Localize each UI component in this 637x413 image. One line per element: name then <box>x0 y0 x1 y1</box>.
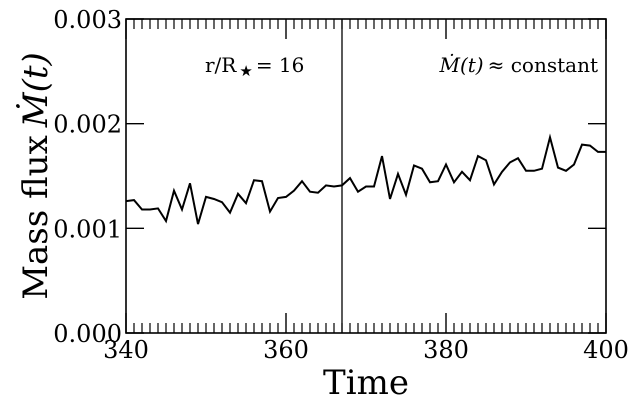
annotation-radius-label: r/R <box>205 53 237 77</box>
y-axis-title: Mass flux Ṁ(t) <box>16 52 56 300</box>
x-tick-label: 400 <box>583 336 629 364</box>
x-axis-title: Time <box>323 363 409 403</box>
y-tick-label: 0.001 <box>53 215 122 243</box>
annotation-radius-value: = 16 <box>256 53 305 77</box>
annotation-constant: Ṁ(t) ≈ constant <box>438 53 598 77</box>
tick-labels: 340 360 380 400 0.000 0.001 0.002 0.003 <box>53 6 629 364</box>
y-tick-label: 0.002 <box>53 111 122 139</box>
y-axis-title-symbol: Ṁ(t) <box>16 52 56 128</box>
annotation-constant-symbol: Ṁ(t) <box>438 53 483 77</box>
x-tick-label: 340 <box>103 336 149 364</box>
y-tick-label: 0.000 <box>53 320 122 348</box>
x-tick-label: 360 <box>263 336 309 364</box>
y-axis-title-text: Mass flux <box>16 135 56 300</box>
mass-flux-series-line <box>125 133 606 225</box>
plot-frame <box>125 18 607 334</box>
annotation-radius: r/R ★ = 16 <box>205 53 304 80</box>
x-tick-label: 380 <box>423 336 469 364</box>
annotation-constant-text: ≈ constant <box>488 53 598 77</box>
star-subscript: ★ <box>239 62 252 80</box>
y-tick-label: 0.003 <box>53 6 122 34</box>
minor-ticks <box>133 19 599 333</box>
